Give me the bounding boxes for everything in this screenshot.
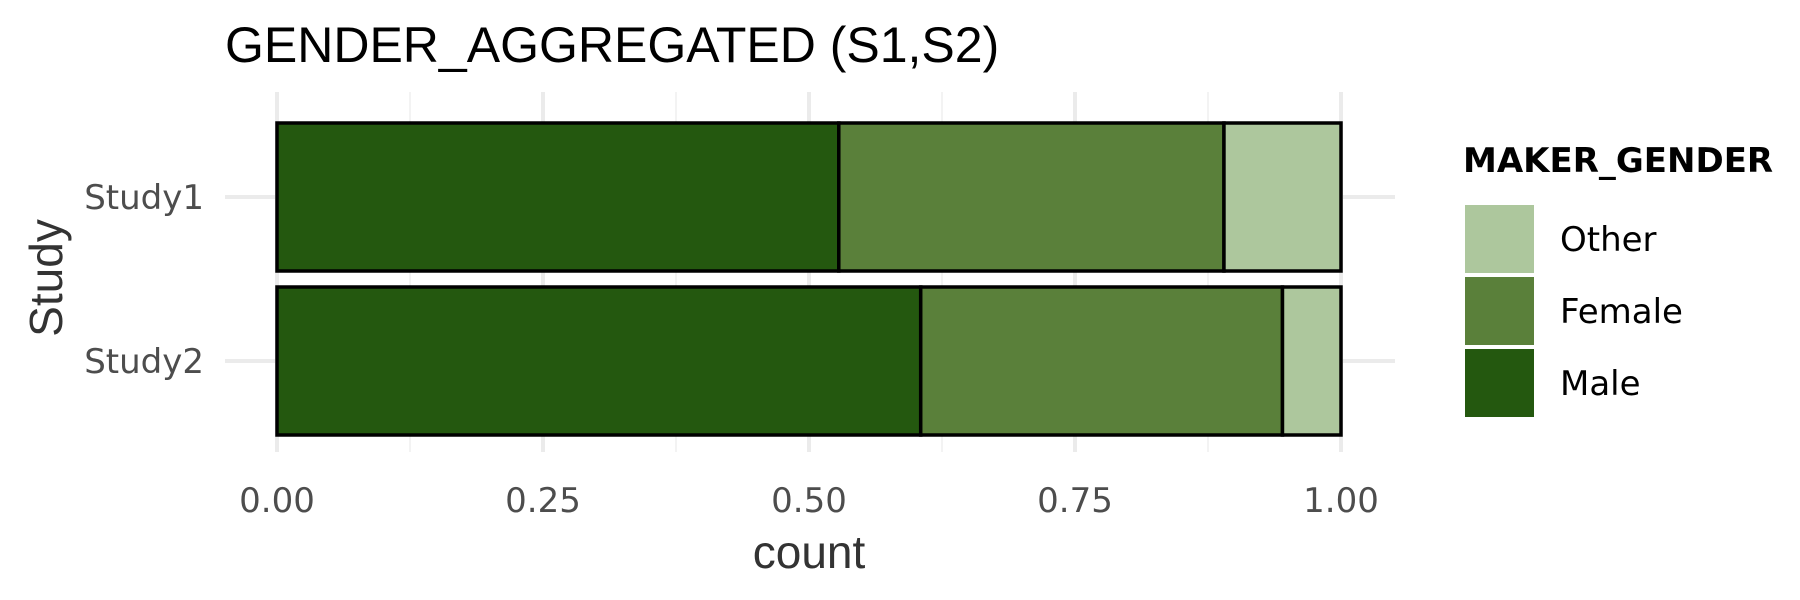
legend-label-other: Other [1560, 220, 1657, 260]
y-axis-tick-labels: Study1 Study2 [84, 178, 204, 382]
y-tick-label: Study1 [84, 178, 204, 218]
legend-items: Other Female Male [1465, 205, 1683, 417]
legend-label-female: Female [1560, 292, 1683, 332]
legend-swatch-female [1465, 277, 1534, 345]
bar-study2-female [918, 285, 1285, 437]
x-tick-label: 1.00 [1303, 481, 1379, 521]
legend-swatch-male [1465, 349, 1534, 417]
bar-study1-other [1222, 121, 1343, 273]
legend-title: MAKER_GENDER [1463, 141, 1773, 181]
x-tick-label: 0.00 [239, 481, 315, 521]
legend-label-male: Male [1560, 364, 1641, 404]
y-axis-title: Study [20, 219, 72, 337]
x-tick-label: 0.25 [505, 481, 581, 521]
chart-title: GENDER_AGGREGATED (S1,S2) [225, 17, 999, 73]
bar-study1-female [837, 121, 1226, 273]
x-axis-title: count [753, 526, 866, 578]
x-tick-label: 0.50 [771, 481, 847, 521]
bar-study2-other [1280, 285, 1343, 437]
legend: MAKER_GENDER Other Female Male [1463, 141, 1773, 417]
bar-study2-male [275, 285, 923, 437]
bars [275, 121, 1343, 437]
x-tick-label: 0.75 [1037, 481, 1113, 521]
bar-study1-male [275, 121, 841, 273]
y-tick-label: Study2 [84, 342, 204, 382]
legend-swatch-other [1465, 205, 1534, 273]
x-axis-tick-labels: 0.00 0.25 0.50 0.75 1.00 [239, 481, 1379, 521]
